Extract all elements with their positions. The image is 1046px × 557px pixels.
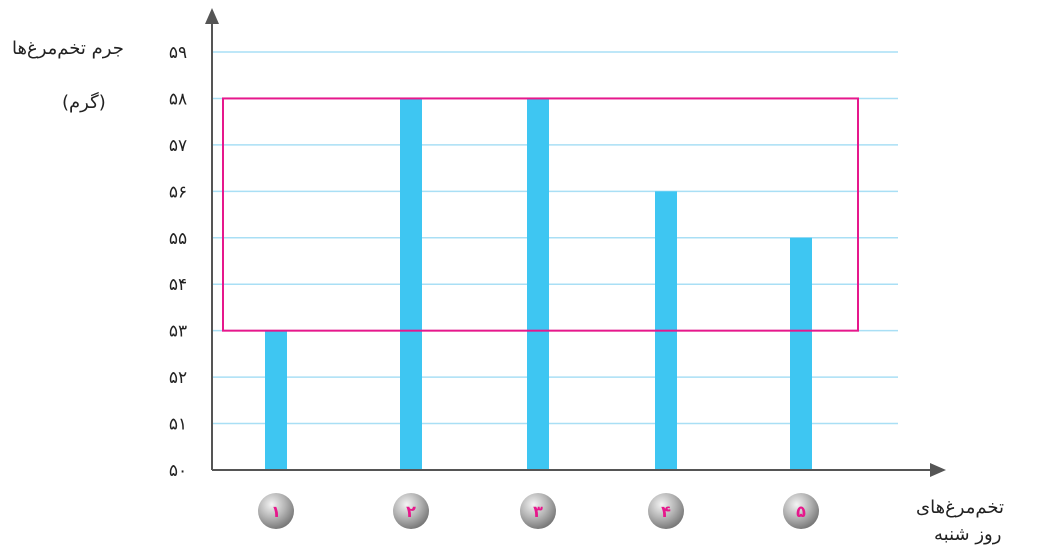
y-axis-title-line-1: جرم تخم‌مرغ‌ها xyxy=(12,38,124,59)
x-axis-title-line-2: روز شنبه xyxy=(934,524,1002,545)
bars xyxy=(265,98,812,471)
y-tick-label-59: ۵۹ xyxy=(169,43,187,63)
y-tick-label-53: ۵۳ xyxy=(169,322,187,342)
x-axis-arrow-icon xyxy=(930,463,946,477)
category-label-4: ۴ xyxy=(661,502,671,521)
y-tick-label-54: ۵۴ xyxy=(169,275,187,295)
bar-1 xyxy=(265,330,287,470)
y-tick-label-55: ۵۵ xyxy=(169,229,187,249)
category-label-1: ۱ xyxy=(271,502,281,521)
bar-3 xyxy=(527,98,549,470)
y-tick-label-57: ۵۷ xyxy=(169,136,187,156)
category-label-5: ۵ xyxy=(796,502,806,521)
y-tick-label-56: ۵۶ xyxy=(169,182,187,202)
y-axis-title-line-2: (گرم) xyxy=(62,92,106,113)
y-axis-arrow-icon xyxy=(205,8,219,24)
y-tick-label-50: ۵۰ xyxy=(169,461,187,481)
category-label-2: ۲ xyxy=(406,502,416,521)
y-tick-labels: ۵۰ ۵۱ ۵۲ ۵۳ ۵۴ ۵۵ ۵۶ ۵۷ ۵۸ ۵۹ xyxy=(169,43,187,481)
category-label-3: ۳ xyxy=(533,502,543,521)
category-marker-3 xyxy=(520,493,556,529)
x-axis-title-line-1: تخم‌مرغ‌های xyxy=(916,497,1004,518)
axes xyxy=(205,8,946,477)
category-marker-2 xyxy=(393,493,429,529)
y-tick-label-52: ۵۲ xyxy=(169,368,187,388)
y-tick-label-58: ۵۸ xyxy=(169,89,187,109)
category-marker-4 xyxy=(648,493,684,529)
highlight-box-layer xyxy=(222,97,859,332)
x-category-labels: ۱ ۲ ۳ ۴ ۵ xyxy=(258,493,819,529)
category-marker-5 xyxy=(783,493,819,529)
bar-2 xyxy=(400,98,422,470)
bar-5 xyxy=(790,237,812,470)
category-marker-1 xyxy=(258,493,294,529)
y-tick-label-51: ۵۱ xyxy=(169,415,187,435)
highlight-box xyxy=(222,97,859,332)
